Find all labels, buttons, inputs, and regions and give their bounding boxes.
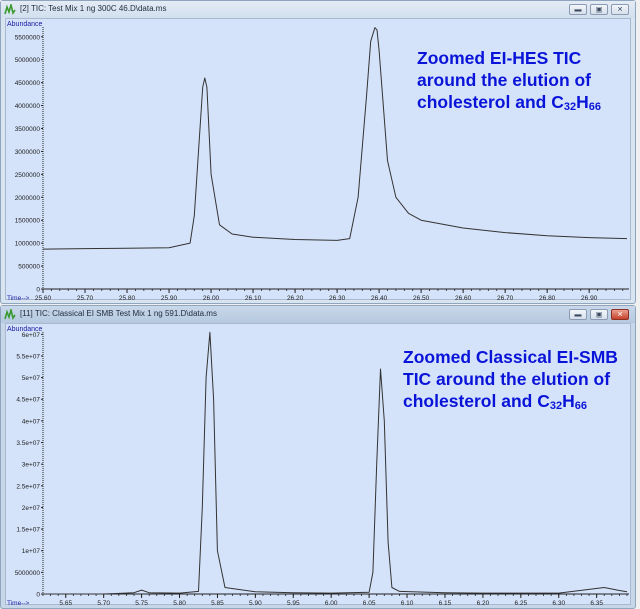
minimize-button[interactable]: ▬ — [569, 309, 587, 320]
x-tick-label: 25.70 — [77, 295, 94, 302]
x-tick-label: 26.40 — [371, 295, 388, 302]
x-tick-label: 5.95 — [287, 600, 300, 607]
x-tick-label: 26.50 — [413, 295, 430, 302]
annotation-line-1: Zoomed Classical EI-SMB — [403, 347, 618, 367]
minimize-icon: ▬ — [574, 6, 582, 13]
close-button[interactable]: ✕ — [611, 4, 629, 15]
y-axis-label: Abundance — [7, 326, 43, 333]
y-tick-label: 5e+07 — [22, 375, 41, 382]
chart-annotation: Zoomed Classical EI-SMB TIC around the e… — [403, 346, 618, 417]
x-tick-label: 26.30 — [329, 295, 346, 302]
y-tick-label: 5500000 — [15, 34, 41, 41]
title-bar[interactable]: [2] TIC: Test Mix 1 ng 300C 46.D\data.ms… — [1, 1, 635, 18]
x-tick-label: 26.60 — [455, 295, 472, 302]
tic-trace — [43, 331, 628, 595]
x-tick-label: 26.90 — [581, 295, 598, 302]
x-tick-label: 26.00 — [203, 295, 220, 302]
x-tick-label: 6.35 — [590, 600, 603, 607]
y-tick-label: 0 — [36, 592, 40, 599]
x-tick-label: 6.10 — [401, 600, 414, 607]
annotation-line-2: TIC around the elution of — [403, 369, 611, 389]
chart-area[interactable]: Abundance 0 5000000 1e+07 1.5e+07 2e+07 2.5e+0… — [5, 323, 632, 607]
minimize-icon: ▬ — [574, 311, 582, 318]
title-bar[interactable]: [11] TIC: Classical EI SMB Test Mix 1 ng… — [1, 306, 635, 323]
window-title: [11] TIC: Classical EI SMB Test Mix 1 ng… — [20, 309, 217, 318]
chromatogram-window-bottom[interactable]: [11] TIC: Classical EI SMB Test Mix 1 ng… — [0, 305, 636, 609]
chart-annotation: Zoomed EI-HES TIC around the elution of … — [417, 47, 601, 118]
annotation-line-3: cholesterol and C32H66 — [417, 92, 601, 113]
close-icon: ✕ — [617, 6, 623, 13]
x-tick-label: 6.05 — [363, 600, 376, 607]
chromatogram-app-icon — [4, 309, 16, 320]
y-tick-label: 4000000 — [15, 103, 41, 110]
y-tick-label: 5000000 — [15, 570, 41, 577]
x-tick-label: 26.20 — [287, 295, 304, 302]
x-tick-label: 6.20 — [477, 600, 490, 607]
x-tick-label: 6.30 — [552, 600, 565, 607]
restore-icon: ▣ — [595, 6, 603, 13]
y-tick-label: 3.5e+07 — [16, 440, 40, 447]
annotation-line-1: Zoomed EI-HES TIC — [417, 48, 582, 68]
y-tick-label: 6e+07 — [22, 332, 41, 339]
x-axis-label: Time--> — [7, 295, 30, 302]
x-tick-label: 26.80 — [539, 295, 556, 302]
y-axis-label: Abundance — [7, 21, 43, 28]
restore-button[interactable]: ▣ — [590, 4, 608, 15]
x-tick-label: 25.60 — [35, 295, 52, 302]
y-tick-label: 3e+07 — [22, 462, 41, 469]
y-tick-label: 1.5e+07 — [16, 527, 40, 534]
minimize-button[interactable]: ▬ — [569, 4, 587, 15]
y-tick-label: 3000000 — [15, 149, 41, 156]
x-axis-label: Time--> — [7, 600, 30, 607]
y-tick-label: 500000 — [18, 264, 40, 271]
x-tick-label: 6.25 — [514, 600, 527, 607]
x-tick-label: 25.90 — [161, 295, 178, 302]
x-tick-label: 26.10 — [245, 295, 262, 302]
tic-trace — [42, 27, 628, 250]
annotation-line-2: around the elution of — [417, 70, 592, 90]
y-tick-label: 4e+07 — [22, 418, 41, 425]
chromatogram-window-top[interactable]: [2] TIC: Test Mix 1 ng 300C 46.D\data.ms… — [0, 0, 636, 304]
x-tick-label: 5.70 — [97, 600, 110, 607]
close-icon: ✕ — [617, 311, 623, 318]
y-tick-label: 5.5e+07 — [16, 353, 40, 360]
y-tick-label: 1500000 — [15, 218, 41, 225]
tic-chart-bottom[interactable]: Abundance 0 5000000 1e+07 1.5e+07 2e+07 2.5e+0… — [6, 324, 632, 607]
annotation-line-3: cholesterol and C32H66 — [403, 391, 587, 412]
y-tick-label: 2.5e+07 — [16, 483, 40, 490]
x-tick-label: 25.80 — [119, 295, 136, 302]
y-tick-label: 4.5e+07 — [16, 397, 40, 404]
y-tick-label: 1e+07 — [22, 548, 41, 555]
x-tick-label: 26.70 — [497, 295, 514, 302]
x-tick-label: 5.90 — [249, 600, 262, 607]
y-tick-label: 2000000 — [15, 195, 41, 202]
x-tick-label: 5.80 — [173, 600, 186, 607]
y-tick-label: 3500000 — [15, 126, 41, 133]
close-button[interactable]: ✕ — [611, 309, 629, 320]
chromatogram-app-icon — [4, 4, 16, 15]
x-tick-label: 5.65 — [59, 600, 72, 607]
restore-icon: ▣ — [595, 311, 603, 318]
y-tick-label: 5000000 — [15, 57, 41, 64]
restore-button[interactable]: ▣ — [590, 309, 608, 320]
chart-area[interactable]: Abundance 0 500000 1000000 1500000 2000000 250… — [5, 18, 632, 302]
y-tick-label: 0 — [36, 287, 40, 294]
x-tick-label: 5.75 — [135, 600, 148, 607]
window-title: [2] TIC: Test Mix 1 ng 300C 46.D\data.ms — [20, 4, 167, 13]
tic-chart-top[interactable]: Abundance 0 500000 1000000 1500000 2000000 250… — [6, 19, 632, 302]
y-tick-label: 4500000 — [15, 80, 41, 87]
x-tick-label: 6.00 — [325, 600, 338, 607]
x-tick-label: 5.85 — [211, 600, 224, 607]
y-tick-label: 2500000 — [15, 172, 41, 179]
y-tick-label: 2e+07 — [22, 505, 41, 512]
x-tick-label: 6.15 — [439, 600, 452, 607]
y-tick-label: 1000000 — [15, 241, 41, 248]
